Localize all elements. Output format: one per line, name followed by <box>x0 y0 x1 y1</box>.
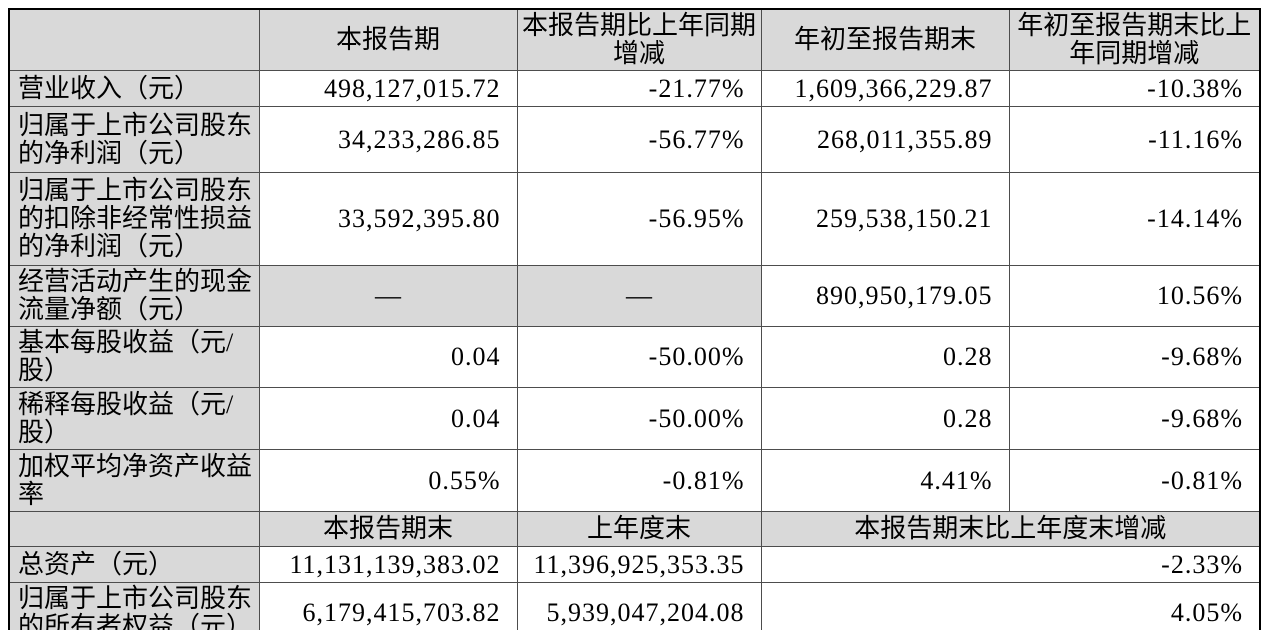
value-cell: 890,950,179.05 <box>760 265 1010 327</box>
row-label-diluted-eps: 稀释每股收益（元/股） <box>8 387 260 450</box>
value-cell: 5,939,047,204.08 <box>516 582 762 630</box>
value-cell: 6,179,415,703.82 <box>258 582 518 630</box>
table-row: 归属于上市公司股东的净利润（元） 34,233,286.85 -56.77% 2… <box>8 106 1261 173</box>
value-cell: -9.68% <box>1008 387 1261 450</box>
row-label-basic-eps: 基本每股收益（元/股） <box>8 326 260 388</box>
value-cell: 1,609,366,229.87 <box>760 70 1010 107</box>
dash-cell: — <box>516 265 762 327</box>
value-cell: 34,233,286.85 <box>258 106 518 173</box>
value-cell: 0.28 <box>760 387 1010 450</box>
bottom-header-corner-cell <box>8 511 260 547</box>
value-cell: 11,396,925,353.35 <box>516 546 762 583</box>
value-cell: 498,127,015.72 <box>258 70 518 107</box>
table-row: 基本每股收益（元/股） 0.04 -50.00% 0.28 -9.68% <box>8 326 1261 388</box>
table-row: 稀释每股收益（元/股） 0.04 -50.00% 0.28 -9.68% <box>8 387 1261 450</box>
value-cell: -9.68% <box>1008 326 1261 388</box>
value-cell: -10.38% <box>1008 70 1261 107</box>
bottom-header-row: 本报告期末 上年度末 本报告期末比上年度末增减 <box>8 511 1261 547</box>
col-header-ytd-yoy-change: 年初至报告期末比上年同期增减 <box>1008 8 1261 71</box>
value-cell: -50.00% <box>516 387 762 450</box>
row-label-weighted-avg-roe: 加权平均净资产收益率 <box>8 449 260 512</box>
value-cell: 10.56% <box>1008 265 1261 327</box>
row-label-net-profit-excl-nonrecurring: 归属于上市公司股东的扣除非经常性损益的净利润（元） <box>8 172 260 266</box>
table-row: 营业收入（元） 498,127,015.72 -21.77% 1,609,366… <box>8 70 1261 107</box>
value-cell: 11,131,139,383.02 <box>258 546 518 583</box>
row-label-equity-attributable: 归属于上市公司股东的所有者权益（元） <box>8 582 260 630</box>
row-label-operating-cash-flow: 经营活动产生的现金流量净额（元） <box>8 265 260 327</box>
value-cell: -14.14% <box>1008 172 1261 266</box>
value-cell: -50.00% <box>516 326 762 388</box>
value-cell: -56.77% <box>516 106 762 173</box>
value-cell: -11.16% <box>1008 106 1261 173</box>
dash-cell: — <box>258 265 518 327</box>
value-cell: 0.04 <box>258 387 518 450</box>
value-cell: 33,592,395.80 <box>258 172 518 266</box>
top-header-corner-cell <box>8 8 260 71</box>
table-row: 加权平均净资产收益率 0.55% -0.81% 4.41% -0.81% <box>8 449 1261 512</box>
row-label-total-assets: 总资产（元） <box>8 546 260 583</box>
table-row: 经营活动产生的现金流量净额（元） — — 890,950,179.05 10.5… <box>8 265 1261 327</box>
table-row: 归属于上市公司股东的所有者权益（元） 6,179,415,703.82 5,93… <box>8 582 1261 630</box>
financial-summary-table: 本报告期 本报告期比上年同期增减 年初至报告期末 年初至报告期末比上年同期增减 … <box>8 8 1261 630</box>
value-cell: 268,011,355.89 <box>760 106 1010 173</box>
col-header-end-of-last-year: 上年度末 <box>516 511 762 547</box>
value-cell: -0.81% <box>516 449 762 512</box>
value-cell: -0.81% <box>1008 449 1261 512</box>
value-cell: 4.41% <box>760 449 1010 512</box>
col-header-current-period: 本报告期 <box>258 8 518 71</box>
col-header-end-of-period: 本报告期末 <box>258 511 518 547</box>
col-header-current-period-yoy-change: 本报告期比上年同期增减 <box>516 8 762 71</box>
value-cell: 0.28 <box>760 326 1010 388</box>
value-cell: 0.55% <box>258 449 518 512</box>
table-row: 总资产（元） 11,131,139,383.02 11,396,925,353.… <box>8 546 1261 583</box>
value-cell: -2.33% <box>760 546 1261 583</box>
col-header-ytd: 年初至报告期末 <box>760 8 1010 71</box>
top-header-row: 本报告期 本报告期比上年同期增减 年初至报告期末 年初至报告期末比上年同期增减 <box>8 8 1261 71</box>
value-cell: 4.05% <box>760 582 1261 630</box>
col-header-end-vs-last-year-change: 本报告期末比上年度末增减 <box>760 511 1261 547</box>
row-label-net-profit-attributable: 归属于上市公司股东的净利润（元） <box>8 106 260 173</box>
value-cell: -56.95% <box>516 172 762 266</box>
value-cell: 0.04 <box>258 326 518 388</box>
value-cell: -21.77% <box>516 70 762 107</box>
table-row: 归属于上市公司股东的扣除非经常性损益的净利润（元） 33,592,395.80 … <box>8 172 1261 266</box>
row-label-operating-revenue: 营业收入（元） <box>8 70 260 107</box>
value-cell: 259,538,150.21 <box>760 172 1010 266</box>
